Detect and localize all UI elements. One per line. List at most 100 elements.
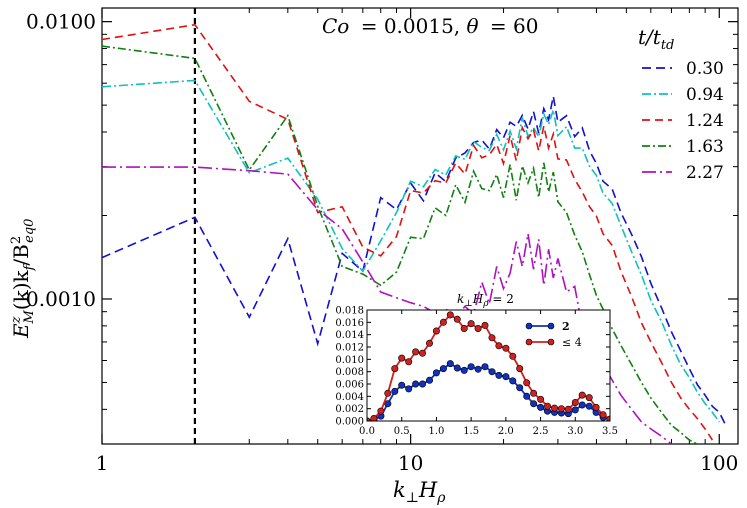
inset-legend-label-2: 2 [562,320,570,333]
inset-point-2 [391,387,399,395]
x-tick-label: 100 [700,451,738,475]
legend-title-t: t/t [638,25,662,49]
inset-y-tick-label: 0.010 [335,355,364,366]
inset-point-2 [412,380,420,388]
legend-title-sub: td [661,38,675,53]
inset-title-k: k [457,292,464,306]
inset-point-≤ 4 [530,389,538,397]
legend: t/ttd 0.30 0.94 1.24 1.63 2.27 [638,25,724,183]
title-part-b: = 0.0015, [361,14,467,38]
inset-point-2 [530,400,538,408]
ylabel-sup: z [9,316,24,324]
title-part-c: θ [467,14,479,38]
xlabel-h: H [418,478,438,502]
inset-title-h: H [472,292,484,306]
inset-point-2 [432,369,440,377]
inset-point-≤ 4 [495,342,503,350]
inset-y-tick-label: 0.006 [335,380,364,391]
xlabel-sub-a: ⊥ [406,490,419,506]
inset-point-≤ 4 [571,398,579,406]
inset-point-≤ 4 [467,320,475,328]
inset-point-≤ 4 [418,349,426,357]
xlabel-k: k [393,478,406,502]
inset-x-tick-label: 1.5 [463,426,479,437]
main-plot-frame [101,7,739,445]
inset-point-≤ 4 [537,395,545,403]
inset-point-≤ 4 [377,407,385,415]
x-tick-label: 10 [398,451,423,475]
inset-point-≤ 4 [425,339,433,347]
inset-point-2 [516,384,524,392]
inset-y-tick-label: 0.014 [335,330,364,341]
inset-point-2 [488,368,496,376]
inset-point-≤ 4 [460,324,468,332]
inset-point-2 [467,363,475,371]
ylabel-mid: (k)k [9,269,33,310]
inset-legend-marker-2 [525,322,533,330]
title-part-a: Co [322,14,349,38]
series-line-0.94 [102,79,720,423]
inset-y-tick-label: 0.016 [335,318,364,329]
inset-y-tick-label: 0.008 [335,367,364,378]
y-tick-label: 0.0010 [26,287,96,311]
main-series-group [102,8,727,444]
inset-point-≤ 4 [578,391,586,399]
inset-point-2 [439,365,447,373]
inset-point-≤ 4 [481,321,489,329]
inset-y-tick-label: 0.018 [335,306,364,317]
inset-point-2 [585,402,593,410]
inset-point-≤ 4 [474,324,482,332]
inset-legend-marker-≤ 4 [547,338,555,346]
inset-point-≤ 4 [557,405,565,413]
inset-chart: 0.0 0.5 1.0 1.5 2.0 2.5 3.0 3.50.0000.0020.0040… [335,292,618,437]
inset-point-2 [460,366,468,374]
inset-point-≤ 4 [543,402,551,410]
xlabel-sub-b: ρ [436,490,446,506]
inset-point-2 [481,363,489,371]
legend-label-0.30: 0.30 [686,59,724,79]
inset-legend-marker-2 [547,322,555,330]
inset-point-≤ 4 [391,365,399,373]
inset-point-2 [523,392,531,400]
inset-point-2 [474,365,482,373]
inset-point-≤ 4 [439,318,447,326]
inset-x-tick-label: 3.5 [602,426,618,437]
inset-x-tick-label: 0.5 [394,426,410,437]
inset-point-2 [578,401,586,409]
inset-title-sub-b: ρ [482,299,489,309]
inset-point-≤ 4 [550,404,558,412]
inset-background [367,310,610,421]
inset-y-tick-label: 0.004 [335,392,364,403]
series-line-1.24 [102,23,714,441]
ylabel-f: f [22,263,37,271]
ylabel-sub: M [22,310,37,325]
inset-y-tick-label: 0.012 [335,343,364,354]
ylabel-slash: /B [9,244,33,265]
inset-ticks: 0.0 0.5 1.0 1.5 2.0 2.5 3.0 3.50.0000.0020.0040… [335,306,618,438]
y-tick-label: 0.0100 [26,10,96,34]
inset-point-≤ 4 [564,405,572,413]
inset-x-tick-label: 3.0 [567,426,583,437]
inset-legend-label-≤ 4: ≤ 4 [562,336,582,349]
inset-series-group [367,311,610,421]
inset-x-tick-label: 2.5 [533,426,549,437]
inset-point-≤ 4 [412,348,420,356]
inset-title-c: = 2 [489,292,514,306]
inset-point-≤ 4 [370,415,378,421]
inset-point-≤ 4 [384,389,392,397]
x-axis-label: k⊥Hρ [393,478,446,506]
inset-point-≤ 4 [592,403,600,411]
series-line-0.30 [102,96,727,426]
inset-point-≤ 4 [488,334,496,342]
inset-title-sub-a: ⊥ [464,299,472,309]
inset-point-2 [509,377,517,385]
ylabel-e: E [9,323,33,339]
inset-point-2 [453,364,461,372]
ylabel-eq: eq0 [22,219,37,243]
series-line-1.63 [102,45,698,444]
inset-point-≤ 4 [599,411,607,419]
inset-point-≤ 4 [502,344,510,352]
inset-x-tick-label: 0.0 [359,426,375,437]
inset-title: k⊥Hρ = 2 [457,292,514,309]
